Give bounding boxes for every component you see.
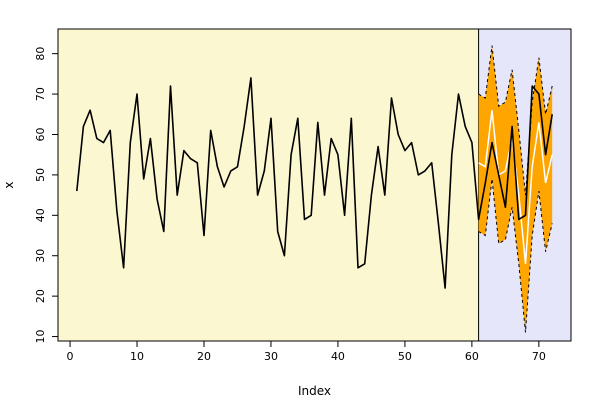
y-tick-label: 70 [34, 87, 47, 101]
y-axis-title: x [2, 181, 16, 188]
x-tick-label: 50 [398, 350, 412, 363]
forecast-band [478, 45, 553, 333]
x-axis-title: Index [298, 384, 331, 398]
x-tick-label: 10 [130, 350, 144, 363]
y-tick-label: 20 [34, 289, 47, 303]
y-tick-label: 10 [34, 330, 47, 344]
series-lines [76, 45, 553, 333]
x-tick-label: 60 [465, 350, 479, 363]
y-tick-label: 30 [34, 249, 47, 263]
lower-bound-line [478, 178, 553, 333]
x-tick-label: 0 [67, 350, 74, 363]
y-tick-label: 80 [34, 47, 47, 61]
x-axis: 0 10 20 30 40 50 60 70 [67, 341, 546, 363]
training-region-background [58, 29, 479, 341]
x-tick-label: 30 [264, 350, 278, 363]
x-tick-label: 20 [197, 350, 211, 363]
x-tick-label: 40 [331, 350, 345, 363]
y-axis: 10 20 30 40 50 60 70 80 [34, 47, 58, 344]
y-tick-label: 50 [34, 168, 47, 182]
actual-series-line [76, 77, 553, 289]
forecast-band-area [478, 45, 553, 333]
x-tick-label: 70 [532, 350, 546, 363]
y-tick-label: 60 [34, 127, 47, 141]
plot-frame [57, 28, 572, 342]
upper-bound-line [478, 45, 553, 196]
y-tick-label: 40 [34, 208, 47, 222]
